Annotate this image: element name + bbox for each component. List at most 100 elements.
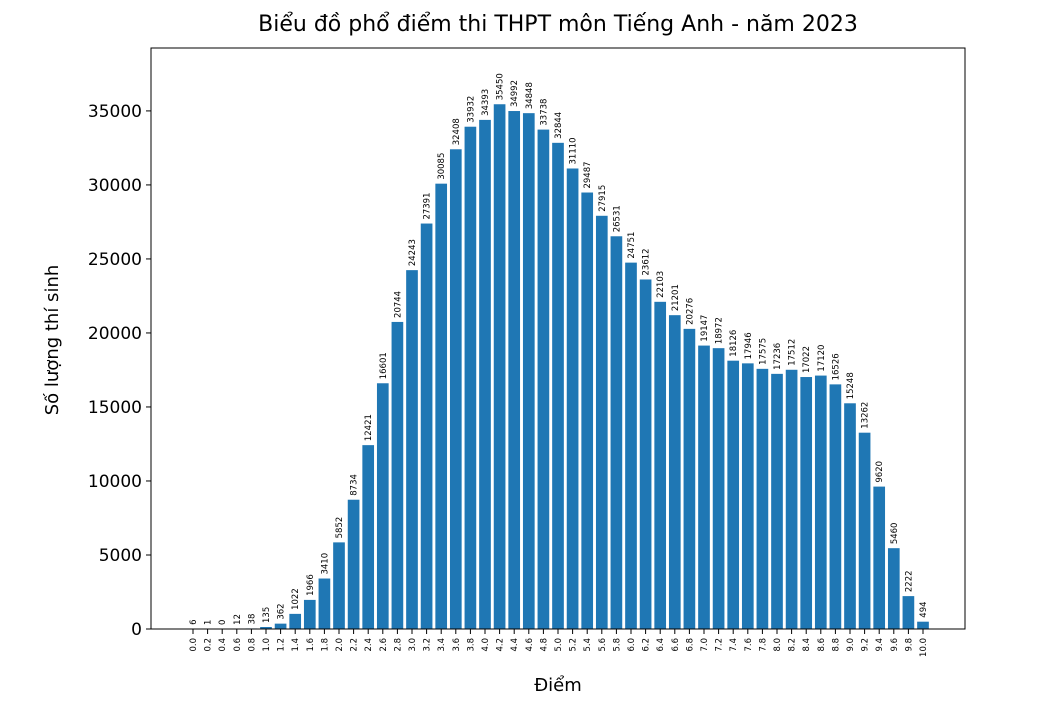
x-tick-label: 7.2 [715, 638, 725, 652]
bar [493, 104, 506, 629]
x-tick-label: 2.2 [350, 638, 360, 652]
x-tick-label: 5.2 [569, 638, 579, 652]
x-tick-label: 8.0 [773, 638, 783, 652]
bar [829, 384, 842, 629]
x-tick-label: 2.8 [393, 638, 403, 652]
value-label: 34992 [510, 80, 520, 107]
value-label: 17575 [758, 338, 768, 365]
value-label: 3410 [320, 553, 330, 575]
bar [727, 360, 740, 629]
value-label: 24243 [408, 239, 418, 266]
bar [902, 596, 915, 629]
x-tick-label: 6.8 [685, 638, 695, 652]
bar [289, 613, 302, 629]
plot-frame [150, 47, 966, 630]
value-label: 16526 [831, 353, 841, 380]
x-tick-label: 6.4 [656, 638, 666, 652]
value-label: 17022 [802, 346, 812, 373]
value-label: 12 [233, 614, 243, 625]
value-label: 27915 [598, 185, 608, 212]
value-label: 15248 [846, 372, 856, 399]
x-tick-label: 3.6 [452, 638, 462, 652]
y-axis-label: Số lượng thí sinh [42, 265, 63, 416]
bar [581, 192, 594, 629]
x-tick-label: 5.8 [612, 638, 622, 652]
x-tick-label: 4.4 [510, 638, 520, 652]
bar [873, 486, 886, 629]
x-tick-label: 7.4 [729, 638, 739, 652]
value-label: 5852 [335, 517, 345, 539]
bar [668, 315, 681, 629]
value-label: 362 [277, 603, 287, 619]
x-tick-label: 4.6 [525, 638, 535, 652]
x-tick-label: 8.4 [802, 638, 812, 652]
bar [625, 262, 637, 629]
x-tick-label: 4.0 [481, 638, 491, 652]
bar [318, 578, 331, 629]
value-label: 1022 [291, 588, 301, 610]
bar [844, 403, 856, 629]
value-label: 18972 [715, 317, 725, 344]
bar [435, 183, 448, 629]
value-label: 1966 [306, 574, 316, 596]
value-label: 33738 [539, 99, 549, 126]
value-label: 20744 [393, 291, 403, 318]
value-label: 19147 [700, 315, 710, 342]
value-label: 5460 [890, 523, 900, 545]
bar [756, 368, 769, 629]
value-label: 38 [247, 614, 257, 625]
x-tick-label: 3.8 [466, 638, 476, 652]
bar [814, 375, 827, 629]
x-tick-label: 5.6 [598, 638, 608, 652]
bar [406, 270, 418, 629]
bar [858, 432, 871, 629]
x-tick-label: 6.6 [671, 638, 681, 652]
value-label: 23612 [642, 248, 652, 275]
bar [566, 168, 579, 629]
bar [800, 377, 813, 629]
x-tick-label: 4.8 [539, 638, 549, 652]
value-label: 24751 [627, 232, 637, 259]
bar [391, 321, 404, 629]
value-label: 35450 [496, 73, 506, 100]
x-tick-label: 0.2 [204, 638, 214, 652]
y-tick-label: 35000 [88, 102, 142, 122]
x-tick-label: 0.4 [218, 638, 228, 652]
x-tick-label: 6.2 [642, 638, 652, 652]
x-tick-label: 7.0 [700, 638, 710, 652]
value-label: 26531 [612, 205, 622, 232]
x-tick-label: 1.2 [277, 638, 287, 652]
x-tick-label: 9.0 [846, 638, 856, 652]
bar [654, 301, 667, 629]
bar [479, 119, 491, 630]
x-tick-label: 9.4 [875, 638, 885, 652]
value-label: 13262 [861, 402, 871, 429]
bar [887, 548, 900, 629]
bar [917, 621, 929, 629]
value-label: 17946 [744, 332, 754, 359]
value-label: 135 [262, 607, 272, 623]
value-label: 18126 [729, 330, 739, 357]
x-tick-label: 10.0 [919, 638, 929, 657]
y-tick-label: 0 [131, 620, 142, 640]
value-label: 33932 [466, 96, 476, 123]
y-tick-label: 10000 [88, 472, 142, 492]
value-label: 8734 [350, 474, 360, 496]
y-tick-label: 15000 [88, 398, 142, 418]
x-tick-label: 1.8 [320, 638, 330, 652]
x-tick-label: 5.4 [583, 638, 593, 652]
x-tick-label: 2.0 [335, 638, 345, 652]
bar [683, 328, 696, 629]
bar [449, 149, 462, 629]
y-tick-label: 5000 [99, 546, 142, 566]
bar [639, 279, 652, 629]
y-tick-label: 20000 [88, 324, 142, 344]
value-label: 32408 [452, 118, 462, 145]
x-tick-label: 9.8 [904, 638, 914, 652]
value-label: 30085 [437, 153, 447, 180]
x-tick-label: 1.6 [306, 638, 316, 652]
value-label: 34848 [525, 82, 535, 109]
value-label: 2222 [904, 570, 914, 592]
value-label: 27391 [423, 192, 433, 219]
